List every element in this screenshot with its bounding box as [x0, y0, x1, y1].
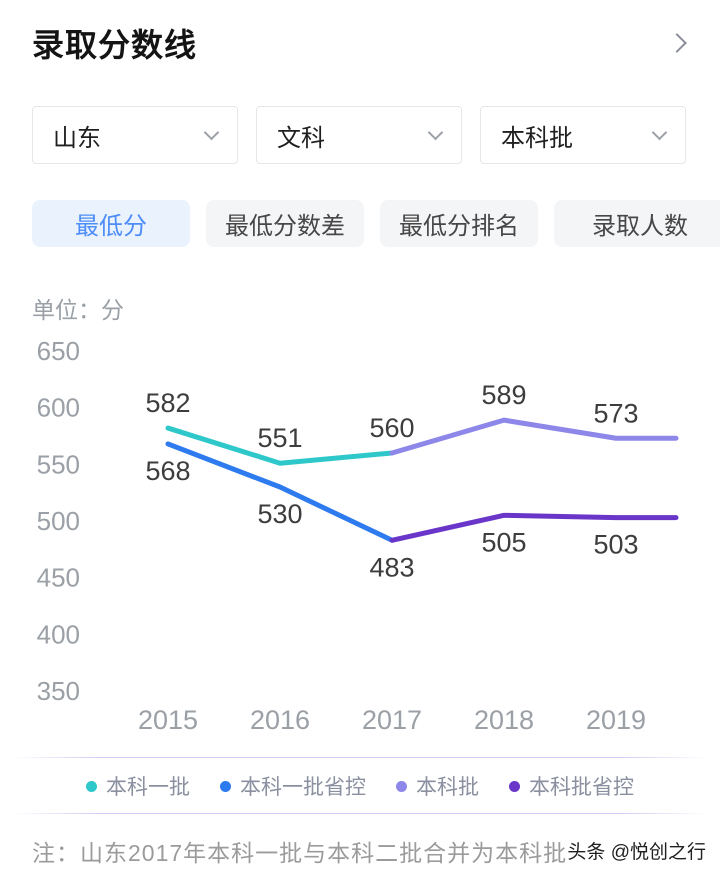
data-point-label: 589 [481, 380, 526, 410]
data-point-label: 503 [593, 530, 638, 560]
filter-value: 山东 [53, 124, 101, 152]
y-axis-tick: 550 [37, 449, 80, 479]
metric-tab-2[interactable]: 最低分排名 [380, 200, 538, 247]
legend-label: 本科一批 [106, 776, 190, 799]
watermark: 头条 @悦创之行 [567, 842, 706, 863]
divider-bottom [12, 813, 708, 814]
x-axis-tick: 2016 [250, 705, 310, 735]
filter-value: 本科批 [501, 124, 573, 152]
x-axis-tick: 2018 [474, 705, 534, 735]
legend-label: 本科批省控 [529, 776, 634, 799]
y-axis-tick: 350 [37, 676, 80, 706]
data-point-label: 530 [257, 499, 302, 529]
data-point-label: 505 [481, 527, 526, 557]
metric-tab-1[interactable]: 最低分数差 [206, 200, 364, 247]
chevron-down-icon [427, 124, 444, 140]
metric-tab-0[interactable]: 最低分 [32, 200, 190, 247]
header: 录取分数线 [0, 0, 720, 66]
series-line [389, 512, 679, 543]
page-title: 录取分数线 [32, 27, 198, 63]
divider-top [12, 757, 708, 758]
legend-dot-icon [396, 780, 407, 792]
chevron-down-icon [203, 124, 220, 140]
metric-tab-3[interactable]: 录取人数 [554, 200, 720, 247]
filter-dropdown-2[interactable]: 本科批 [480, 106, 686, 164]
legend-item-3[interactable]: 本科批省控 [509, 771, 634, 801]
x-axis-tick: 2017 [362, 705, 422, 735]
legend-label: 本科一批省控 [240, 776, 366, 799]
tab-row: 最低分 最低分数差 最低分排名 录取人数 [0, 200, 720, 247]
filter-dropdown-1[interactable]: 文科 [256, 106, 462, 164]
filter-value: 文科 [277, 124, 325, 152]
y-axis-tick: 450 [37, 563, 80, 593]
y-axis-tick: 400 [37, 619, 80, 649]
y-axis-tick: 500 [37, 506, 80, 536]
x-axis-tick: 2019 [586, 705, 646, 735]
data-point-label: 551 [257, 423, 302, 453]
x-axis-tick: 2015 [138, 705, 198, 735]
chevron-right-icon[interactable] [667, 33, 687, 53]
filter-dropdown-0[interactable]: 山东 [32, 106, 238, 164]
line-chart: 650 600 550 500 450 400 350 2015 2016 2017 2018 201… [37, 336, 679, 735]
legend-dot-icon [509, 780, 520, 792]
unit-label: 单位：分 [32, 297, 124, 323]
data-point-label: 560 [369, 413, 414, 443]
note-text: 注：山东2017年本科一批与本科二批合并为本科批 [32, 840, 568, 866]
chevron-down-icon [651, 124, 668, 140]
data-point-label: 582 [145, 388, 190, 418]
legend-item-1[interactable]: 本科一批省控 [220, 771, 366, 801]
y-axis-tick: 650 [37, 336, 80, 366]
legend: 本科一批 本科一批省控 本科批 本科批省控 [0, 771, 720, 801]
legend-label: 本科批 [416, 776, 479, 799]
filter-row: 山东 文科 本科批 [0, 106, 720, 164]
legend-item-2[interactable]: 本科批 [396, 771, 479, 801]
data-point-label: 568 [145, 456, 190, 486]
y-axis-tick: 600 [37, 393, 80, 423]
series-line [165, 441, 395, 543]
legend-dot-icon [220, 780, 231, 792]
data-point-label: 573 [593, 398, 638, 428]
data-point-label: 483 [369, 552, 414, 582]
series-line [165, 425, 395, 466]
legend-dot-icon [86, 780, 97, 792]
series-line [389, 417, 679, 456]
legend-item-0[interactable]: 本科一批 [86, 771, 190, 801]
